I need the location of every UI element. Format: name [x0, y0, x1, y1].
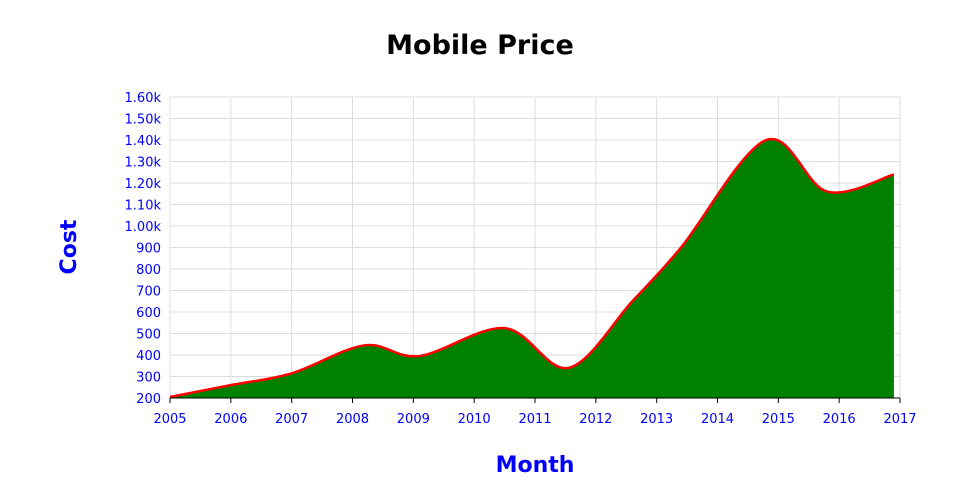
y-tick-label: 1.50k	[125, 113, 162, 128]
x-axis-ticks: 2005 2006 2007 2008 2009 2010 2011 2012 2013 2014…	[153, 398, 917, 427]
y-tick-label: 800	[136, 263, 161, 278]
y-tick-label: 1.10k	[125, 199, 162, 214]
y-tick-label: 600	[136, 306, 161, 321]
x-tick-label: 2017	[883, 412, 916, 427]
series-area	[170, 138, 894, 398]
x-tick-label: 2015	[762, 412, 795, 427]
x-tick-label: 2016	[823, 412, 856, 427]
x-tick-label: 2010	[458, 412, 491, 427]
y-axis-title: Cost	[57, 219, 82, 274]
x-tick-label: 2006	[214, 412, 247, 427]
x-tick-label: 2012	[579, 412, 612, 427]
y-tick-label: 1.40k	[125, 134, 162, 149]
x-tick-label: 2008	[336, 412, 369, 427]
x-tick-label: 2013	[640, 412, 673, 427]
y-tick-label: 1.00k	[125, 220, 162, 235]
y-tick-label: 1.30k	[125, 156, 162, 171]
y-tick-label: 200	[136, 392, 161, 407]
chart-title: Mobile Price	[386, 30, 574, 61]
x-tick-label: 2007	[275, 412, 308, 427]
y-tick-label: 400	[136, 349, 161, 364]
x-tick-label: 2009	[397, 412, 430, 427]
y-tick-label: 1.20k	[125, 177, 162, 192]
y-axis-ticks: 200 300 400 500 600 700 800 900 1.00k 1.10k 1.20k 1…	[125, 91, 162, 407]
y-tick-label: 500	[136, 328, 161, 343]
y-tick-label: 300	[136, 371, 161, 386]
y-tick-label: 1.60k	[125, 91, 162, 106]
y-tick-label: 700	[136, 285, 161, 300]
series-line	[169, 137, 895, 399]
x-tick-label: 2005	[153, 412, 186, 427]
x-tick-label: 2011	[518, 412, 551, 427]
y-tick-label: 900	[136, 242, 161, 257]
x-tick-label: 2014	[701, 412, 734, 427]
x-axis-title: Month	[496, 453, 575, 478]
